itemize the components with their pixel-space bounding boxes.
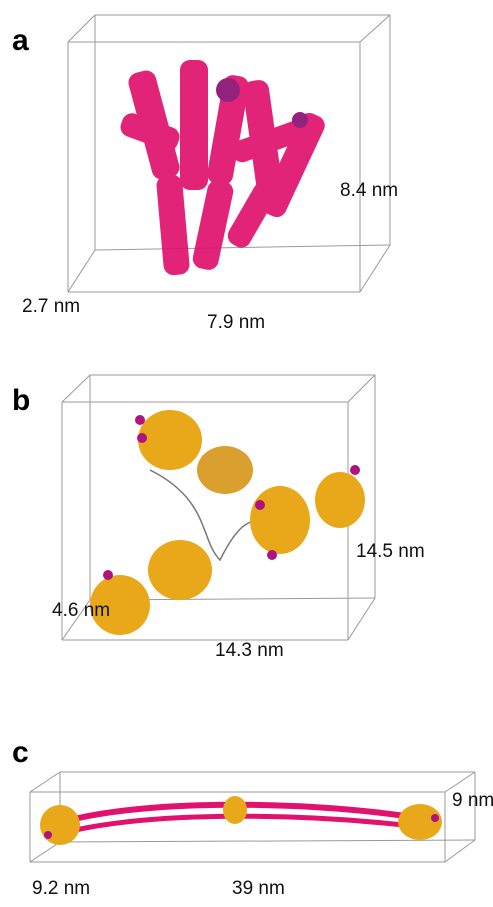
panel-c: c 9 nm 9.2 nm 39 nm — [12, 736, 493, 899]
dimension-label: 4.6 nm — [52, 600, 110, 621]
dimension-label: 8.4 nm — [340, 180, 398, 201]
page: a 8.4 nm 2.7 nm 7.9 nm b 14.5 nm 4. — [0, 0, 493, 907]
dimension-label: 9 nm — [452, 790, 493, 811]
panel-label: c — [12, 736, 29, 769]
dimension-label: 14.5 nm — [356, 541, 425, 562]
protein-structure — [40, 796, 442, 845]
protein-structure — [118, 60, 328, 276]
dimension-label: 14.3 nm — [215, 640, 284, 661]
panel-label: a — [12, 24, 29, 57]
figure: a 8.4 nm 2.7 nm 7.9 nm b 14.5 nm 4. — [0, 0, 493, 907]
dimension-label: 9.2 nm — [32, 878, 90, 899]
dimension-label: 7.9 nm — [207, 312, 265, 333]
dimension-label: 39 nm — [232, 878, 285, 899]
protein-structure — [90, 410, 365, 635]
panel-a: a 8.4 nm 2.7 nm 7.9 nm — [12, 15, 398, 333]
panel-b: b 14.5 nm 4.6 nm 14.3 nm — [12, 375, 425, 661]
dimension-label: 2.7 nm — [22, 296, 80, 317]
panel-label: b — [12, 384, 30, 417]
